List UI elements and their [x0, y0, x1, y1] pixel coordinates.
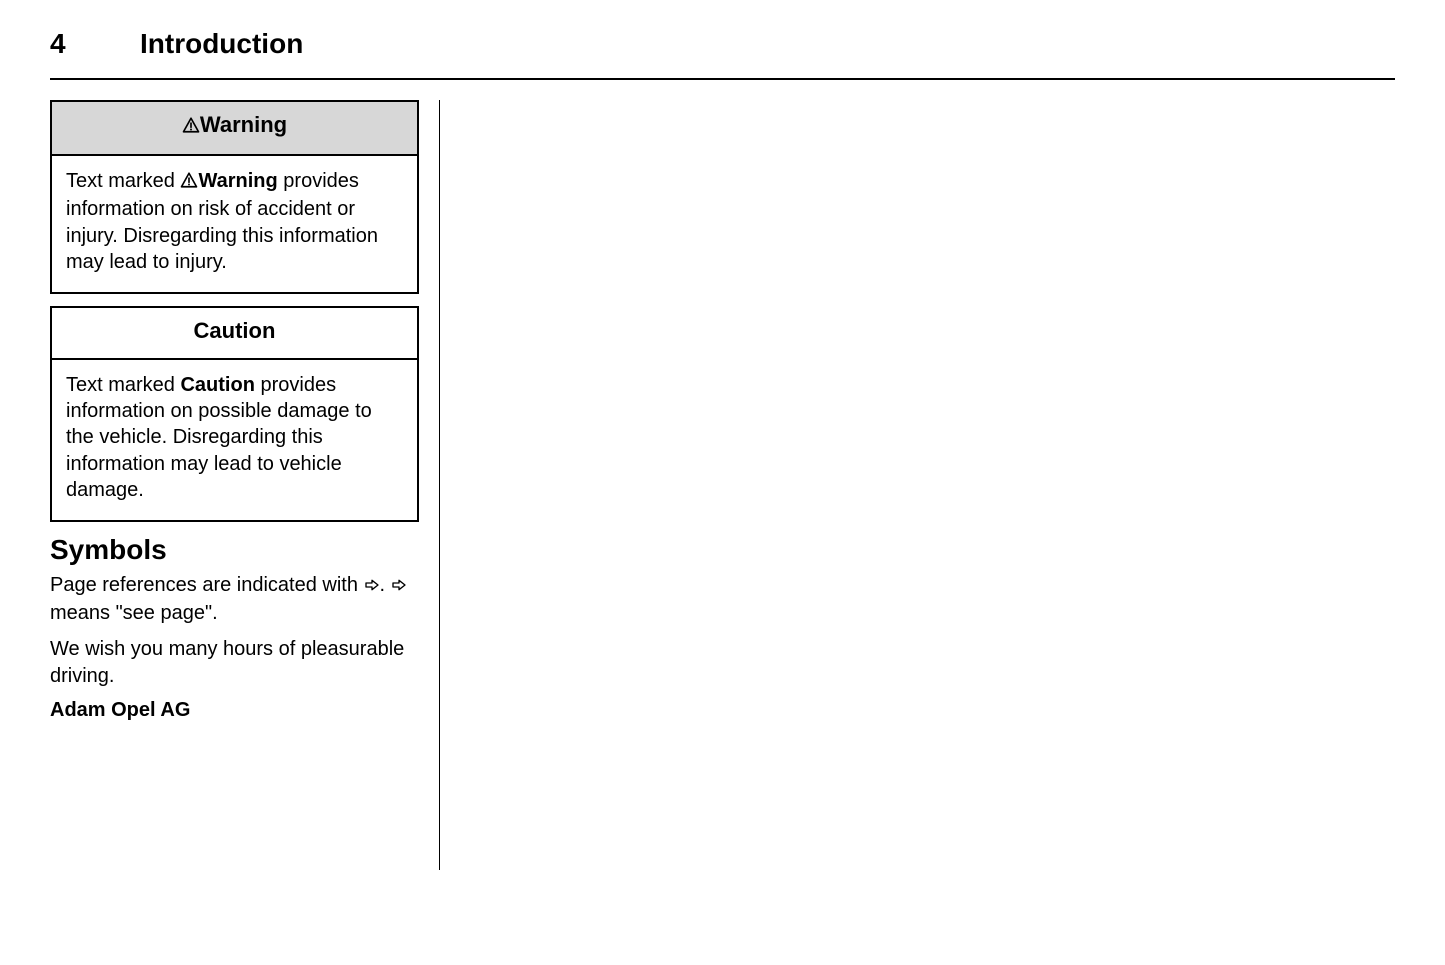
symbols-p1-part2: . [380, 574, 391, 596]
warning-triangle-icon [182, 114, 200, 140]
caution-box: Caution Text marked Caution provides inf… [50, 306, 419, 522]
column-1: Warning Text marked Warning provides inf… [50, 100, 440, 870]
warning-box: Warning Text marked Warning provides inf… [50, 100, 419, 294]
column-2 [460, 100, 850, 870]
page-header: 4 Introduction [50, 28, 1395, 80]
caution-body-bold: Caution [180, 374, 254, 396]
warning-box-header: Warning [52, 102, 417, 156]
chapter-title: Introduction [140, 28, 303, 60]
page-reference-icon [364, 574, 380, 600]
page-number: 4 [50, 28, 140, 60]
warning-triangle-icon [180, 170, 198, 196]
content-columns: Warning Text marked Warning provides inf… [50, 100, 1395, 870]
symbols-p1-part3: means "see page". [50, 602, 218, 624]
caution-box-header: Caution [52, 308, 417, 360]
caution-body-prefix: Text marked [66, 374, 180, 396]
symbols-p1-part1: Page references are indicated with [50, 574, 364, 596]
warning-body-bold: Warning [198, 170, 277, 192]
warning-box-body: Text marked Warning provides information… [52, 156, 417, 292]
column-3 [870, 100, 1260, 870]
symbols-para-1: Page references are indicated with . mea… [50, 572, 419, 627]
warning-box-title: Warning [200, 112, 287, 137]
caution-box-title: Caution [194, 318, 276, 343]
symbols-heading: Symbols [50, 534, 419, 566]
page-reference-icon [391, 574, 407, 600]
manual-page: 4 Introduction Warning Text marked Warni… [0, 0, 1445, 965]
warning-body-prefix: Text marked [66, 170, 180, 192]
signoff: Adam Opel AG [50, 699, 419, 722]
caution-box-body: Text marked Caution provides information… [52, 360, 417, 520]
symbols-para-2: We wish you many hours of pleasurable dr… [50, 636, 419, 689]
